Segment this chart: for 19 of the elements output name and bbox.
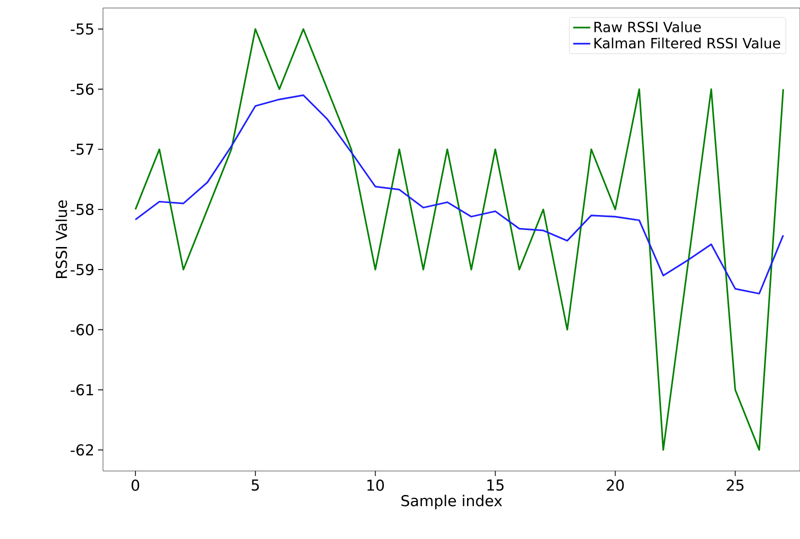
y-axis-title: RSSI Value — [56, 200, 68, 278]
y-tick-label: -62 — [70, 444, 93, 456]
x-axis-title: Sample index — [401, 494, 502, 510]
y-tick-label: -60 — [70, 324, 94, 336]
x-tick-label: 10 — [367, 480, 384, 491]
legend-label: Kalman Filtered RSSI Value — [594, 38, 780, 48]
y-tick-label: -59 — [70, 264, 94, 276]
y-tick-label: -55 — [70, 23, 94, 35]
y-tick-label: -61 — [70, 384, 94, 396]
x-tick-label: 15 — [487, 480, 504, 491]
x-tick-label: 20 — [606, 480, 624, 491]
y-tick-label: -58 — [70, 204, 94, 216]
x-tick-label: 25 — [726, 480, 744, 491]
line-series — [134, 94, 784, 294]
x-tick-label: 5 — [252, 480, 259, 491]
legend-label: Raw RSSI Value — [594, 21, 701, 32]
y-tick-label: -56 — [70, 84, 94, 95]
y-tick-label: -57 — [70, 144, 94, 155]
x-tick-label: 0 — [132, 480, 140, 491]
